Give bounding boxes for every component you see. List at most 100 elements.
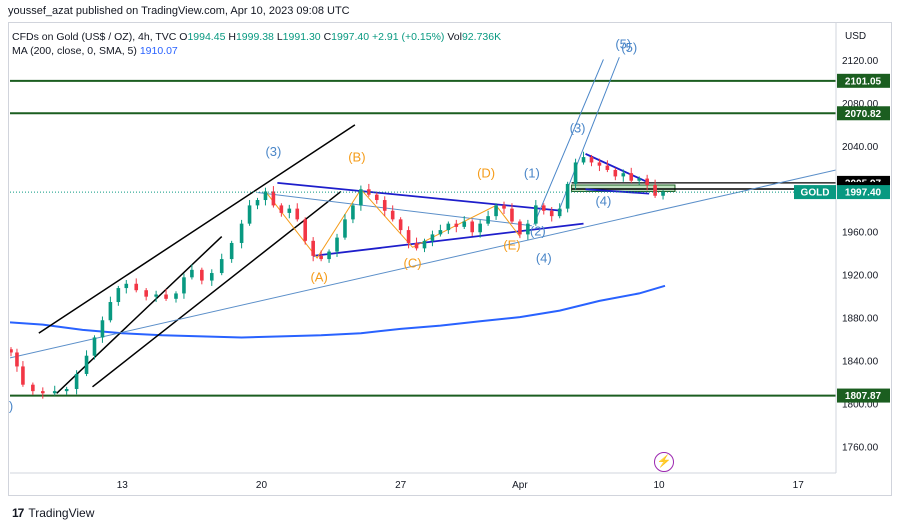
y-tick-label: 2040.00	[842, 142, 879, 153]
projection-line	[533, 59, 604, 225]
candle-body	[446, 223, 451, 231]
ma-legend: MA (200, close, 0, SMA, 5) 1910.07	[12, 45, 178, 57]
low-label: L	[276, 31, 283, 43]
tradingview-logo-icon: 17	[12, 506, 24, 520]
volume-value: 92.736K	[461, 31, 502, 43]
candle-body	[154, 294, 158, 297]
ma-label[interactable]: MA (200, close, 0, SMA, 5)	[12, 45, 137, 57]
symbol-legend: CFDs on Gold (US$ / OZ), 4h, TVC O1994.4…	[12, 31, 501, 43]
candle-body	[271, 191, 276, 206]
x-tick-label: 17	[793, 480, 805, 491]
candle-body	[15, 352, 19, 367]
symbol-name[interactable]: CFDs on Gold (US$ / OZ), 4h, TVC	[12, 31, 177, 43]
candle-body	[438, 230, 443, 235]
candle-body	[637, 178, 641, 181]
lightning-icon[interactable]: ⚡	[654, 452, 674, 472]
x-tick-label: 10	[654, 480, 666, 491]
candle-body	[390, 210, 395, 220]
wave-label: )	[9, 398, 13, 413]
trendline-channel	[38, 124, 356, 334]
candle-body	[124, 283, 129, 289]
x-tick-label: 20	[256, 480, 268, 491]
symbol-tag	[794, 185, 836, 200]
y-tick-label: 1920.00	[842, 271, 879, 282]
candle-body	[144, 290, 148, 297]
candle-body	[255, 200, 260, 206]
candle-body	[462, 221, 467, 227]
y-tick-label: 2080.00	[842, 99, 879, 110]
plot-area	[10, 57, 836, 399]
candle-body	[174, 293, 178, 299]
publish-header: youssef_azat published on TradingView.co…	[8, 5, 350, 17]
candle-body	[478, 223, 482, 233]
candle-body	[219, 259, 224, 274]
level-price-label: 2070.82	[845, 109, 882, 120]
candle-body	[287, 208, 292, 213]
currency-label: USD	[845, 31, 866, 42]
candle-body	[374, 194, 379, 201]
trendline-triangle	[277, 181, 562, 212]
candle-body	[526, 223, 530, 235]
ma-value: 1910.07	[139, 45, 178, 57]
y-tick-label: 1880.00	[842, 314, 879, 325]
candle-body	[589, 157, 594, 163]
candle-body	[190, 269, 194, 278]
y-tick-label: 1760.00	[842, 442, 879, 453]
wave-label: (C)	[404, 256, 422, 271]
volume-label: Vol	[447, 31, 462, 43]
trendline-triangle	[585, 188, 650, 195]
wave-label: (3)	[570, 120, 586, 135]
x-tick-label: 13	[117, 480, 129, 491]
candle-body	[661, 192, 665, 196]
candle-body	[21, 366, 25, 385]
footer: 17 TradingView	[12, 506, 94, 520]
chart-frame	[8, 22, 892, 496]
candle-body	[200, 269, 204, 281]
candle-body	[573, 162, 578, 184]
ma200-line	[10, 284, 666, 339]
candle-body	[209, 273, 214, 281]
candle-body	[327, 251, 331, 260]
candle-body	[382, 200, 387, 211]
wave-label: (B)	[348, 149, 365, 164]
abcde-wave-path	[265, 188, 521, 259]
close-value: 1997.40	[331, 31, 370, 43]
level-price-tag	[837, 388, 890, 403]
candle-body	[10, 349, 13, 353]
candle-body	[31, 384, 35, 392]
wave-label: (4)	[536, 250, 552, 265]
candle-body	[303, 219, 308, 241]
candle-body	[367, 189, 371, 195]
candle-body	[164, 294, 168, 299]
candle-body	[84, 355, 89, 374]
price-axis-label: 1997.40	[845, 188, 882, 199]
candle-body	[613, 169, 618, 177]
y-tick-label: 1800.00	[842, 400, 879, 411]
candle-body	[549, 210, 554, 217]
wave-label: (5)	[621, 40, 637, 55]
candle-body	[502, 205, 506, 209]
candle-body	[565, 183, 570, 209]
candle-body	[653, 185, 657, 196]
candle-body	[541, 205, 546, 211]
candle-body	[645, 178, 649, 186]
candle-body	[597, 162, 602, 166]
candle-body	[351, 205, 355, 220]
y-tick-label: 2120.00	[842, 56, 879, 67]
candle-body	[629, 173, 634, 181]
candle-body	[422, 240, 427, 249]
projection-line	[559, 57, 620, 209]
level-price-tag	[837, 73, 890, 88]
candle-body	[182, 277, 186, 294]
trendline-triangle	[313, 222, 584, 257]
candle-body	[470, 221, 475, 233]
candle-body	[64, 388, 69, 392]
wave-label: (D)	[477, 165, 495, 180]
open-label: O	[179, 31, 188, 43]
footer-brand[interactable]: TradingView	[28, 506, 95, 520]
candle-body	[454, 223, 459, 227]
low-value: 1991.30	[282, 31, 321, 43]
candle-body	[263, 191, 268, 201]
close-label: C	[323, 31, 332, 43]
